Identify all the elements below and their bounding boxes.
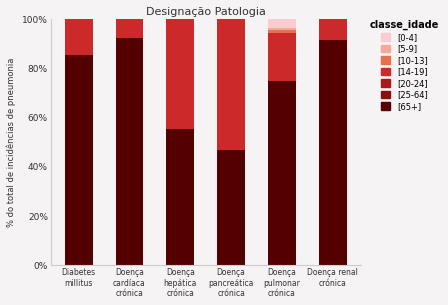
Bar [268, 30, 296, 33]
Bar [217, 150, 245, 265]
Bar [268, 33, 296, 81]
Title: Designação Patologia: Designação Patologia [146, 7, 266, 17]
Bar [268, 28, 296, 30]
Bar [217, 19, 245, 150]
Bar [116, 19, 143, 38]
Bar [319, 19, 347, 40]
Bar [116, 38, 143, 265]
Bar [268, 81, 296, 265]
Bar [268, 19, 296, 28]
Y-axis label: % do total de incidências de pneumonia: % do total de incidências de pneumonia [7, 58, 17, 227]
Legend: [0-4], [5-9], [10-13], [14-19], [20-24], [25-64], [65+]: [0-4], [5-9], [10-13], [14-19], [20-24],… [368, 18, 441, 113]
Bar [65, 19, 93, 55]
Bar [319, 40, 347, 265]
Bar [166, 19, 194, 129]
Bar [65, 55, 93, 265]
Bar [166, 129, 194, 265]
